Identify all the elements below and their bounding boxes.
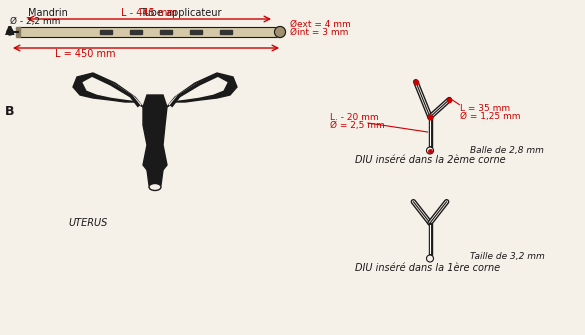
Text: L = 450 mm: L = 450 mm	[55, 49, 115, 59]
Text: B: B	[5, 105, 15, 118]
Text: L. - 20 mm: L. - 20 mm	[330, 113, 378, 122]
Text: A: A	[5, 25, 15, 38]
Text: Mandrin: Mandrin	[28, 8, 68, 18]
Polygon shape	[167, 73, 237, 107]
Polygon shape	[83, 76, 141, 105]
Text: Øext = 4 mm: Øext = 4 mm	[290, 20, 351, 29]
Bar	[160, 30, 172, 34]
Text: Ø = 1,25 mm: Ø = 1,25 mm	[460, 112, 521, 121]
Bar	[220, 30, 232, 34]
Text: L = 35 mm: L = 35 mm	[460, 104, 511, 113]
Bar	[428, 223, 432, 255]
Text: DIU inséré dans la 1ère corne: DIU inséré dans la 1ère corne	[355, 263, 500, 273]
Text: Øint = 3 mm: Øint = 3 mm	[290, 28, 349, 37]
Text: Ø = 2,5 mm: Ø = 2,5 mm	[330, 121, 385, 130]
Text: UTERUS: UTERUS	[68, 218, 108, 228]
Bar	[428, 117, 432, 147]
Text: DIU inséré dans la 2ème corne: DIU inséré dans la 2ème corne	[355, 155, 505, 165]
Ellipse shape	[149, 184, 161, 191]
Polygon shape	[143, 95, 167, 170]
Text: Tube applicateur: Tube applicateur	[140, 8, 222, 18]
Bar	[130, 30, 142, 34]
Text: Taille de 3,2 mm: Taille de 3,2 mm	[470, 253, 545, 262]
Circle shape	[426, 147, 433, 154]
Bar	[100, 30, 112, 34]
Text: L - 445 mm: L - 445 mm	[121, 8, 177, 18]
Circle shape	[274, 26, 285, 38]
Text: Balle de 2,8 mm: Balle de 2,8 mm	[470, 145, 544, 154]
Polygon shape	[73, 73, 143, 107]
Polygon shape	[147, 170, 163, 185]
Circle shape	[7, 29, 13, 35]
Circle shape	[426, 255, 433, 262]
Bar	[16, 27, 20, 37]
Text: Ø - 2,2 mm: Ø - 2,2 mm	[10, 17, 60, 26]
Bar	[190, 30, 202, 34]
Polygon shape	[169, 76, 227, 105]
Bar	[18, 27, 280, 37]
